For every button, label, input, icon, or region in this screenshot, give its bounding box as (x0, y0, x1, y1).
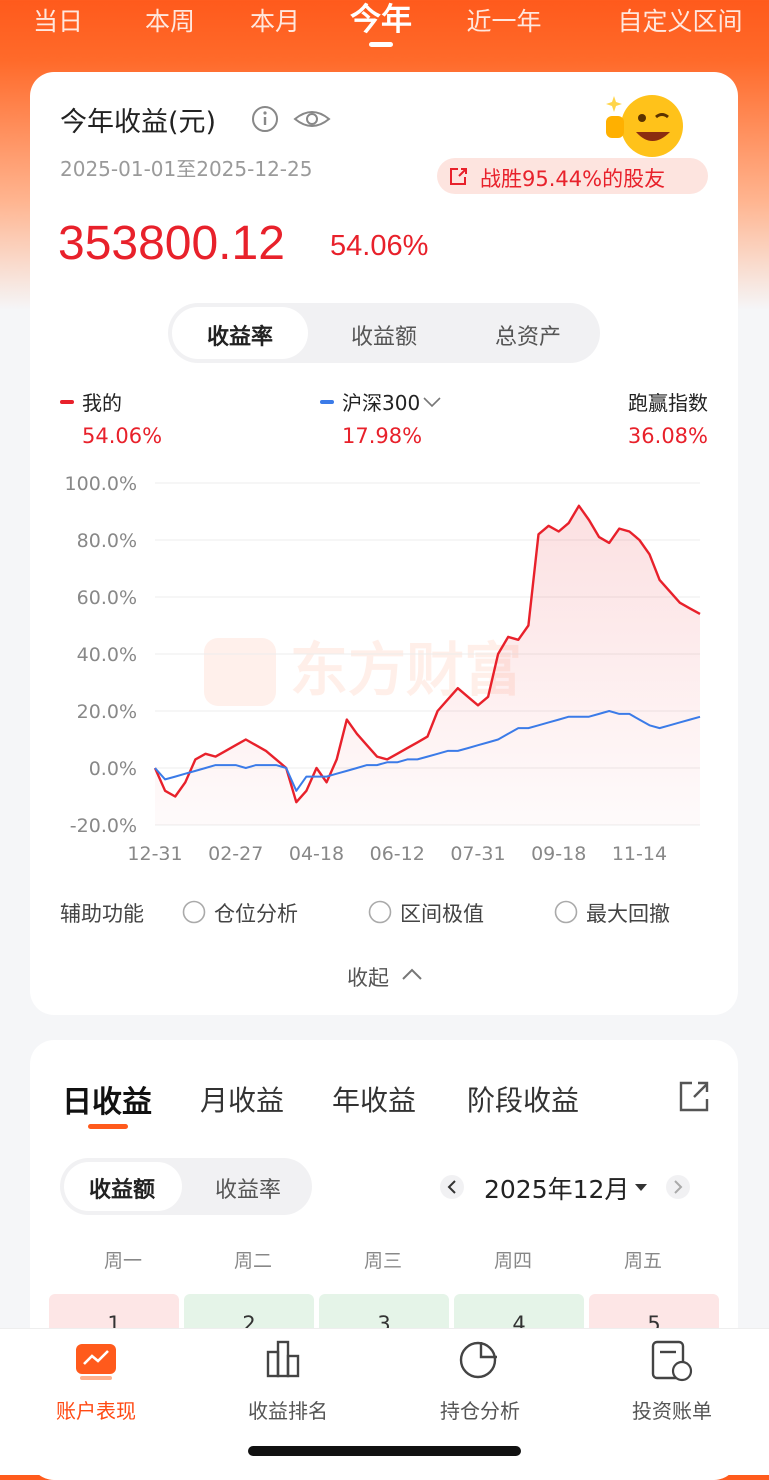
y-tick-label: 80.0% (77, 530, 137, 552)
month-nav-icons[interactable] (440, 1174, 700, 1200)
watermark: 东方财富 (290, 636, 522, 704)
weekday: 周五 (623, 1250, 663, 1272)
chart: 我的 54.06% 沪深300 17.98% 跑赢指数 36.08% 东方财富 -20.0% 0… (60, 391, 708, 860)
earnings-tab-active[interactable]: 日收益 (62, 1085, 152, 1120)
month[interactable]: 2025年12月 (484, 1175, 630, 1204)
x-tick-label: 11-14 (612, 843, 667, 860)
chart-mode[interactable]: 收益率 (206, 325, 274, 350)
legend-chevron (423, 397, 441, 408)
nav-item[interactable]: 投资账单 (632, 1399, 712, 1423)
y-tick-label: 0.0% (89, 758, 137, 780)
earnings-tab[interactable]: 阶段收益 (467, 1084, 580, 1117)
outperform-value: 36.08% (628, 424, 708, 448)
period-tab[interactable]: 自定义区间 (617, 7, 743, 36)
nav-item-active[interactable]: 账户表现 (56, 1399, 136, 1423)
tool-option[interactable]: 区间极值 (400, 902, 484, 926)
collapse-icon (402, 968, 422, 980)
chart-mode-switch (168, 303, 600, 363)
nav-item[interactable]: 持仓分析 (440, 1399, 520, 1423)
tools-label: 辅助功能 (60, 902, 144, 926)
y-tick-label: 100.0% (65, 473, 137, 495)
summary-title: 今年收益(元) (60, 107, 217, 138)
x-tick-label: 12-31 (127, 843, 182, 860)
x-tick-label: 09-18 (531, 843, 586, 860)
period-tab[interactable]: 本周 (144, 7, 196, 36)
nav-icons (76, 1340, 693, 1382)
line (153, 504, 701, 804)
watermark-logo (204, 638, 276, 706)
x-tick-label: 06-12 (370, 843, 425, 860)
period-tab[interactable]: 近一年 (466, 7, 542, 36)
y-tick-label: 40.0% (77, 644, 137, 666)
nav-item[interactable]: 收益排名 (248, 1399, 328, 1423)
legend-value: 54.06% (82, 424, 162, 448)
period-tab-active[interactable]: 今年 (350, 2, 412, 38)
y-tick-label: 60.0% (77, 587, 137, 609)
radio-icons (182, 900, 578, 924)
amount: 353800.12 (58, 217, 285, 270)
badge-text: 战胜95.44%的股友 (480, 167, 666, 191)
earnings-tab[interactable]: 年收益 (332, 1084, 417, 1117)
home-indicator (248, 1446, 521, 1456)
tab-indicator (88, 1124, 128, 1129)
earnings-mode[interactable]: 收益额 (88, 1178, 156, 1203)
weekday: 周一 (103, 1250, 143, 1272)
legend-swatch (60, 400, 74, 404)
earnings-mode[interactable]: 收益率 (214, 1178, 282, 1203)
emoji (606, 95, 683, 157)
legend-value: 17.98% (342, 424, 422, 448)
y-tick-label: -20.0% (70, 815, 137, 837)
x-tick-label: 02-27 (208, 843, 263, 860)
period-tab[interactable]: 本月 (249, 7, 301, 36)
legend-label: 我的 (82, 391, 122, 415)
period-tab[interactable]: 当日 (32, 7, 84, 36)
badge[interactable] (437, 158, 708, 194)
chart-mode[interactable]: 总资产 (494, 325, 562, 350)
legend-label: 沪深300 (342, 391, 420, 415)
badge-icon (450, 168, 467, 185)
x-tick-label: 07-31 (450, 843, 505, 860)
line (154, 710, 701, 792)
weekday: 周二 (233, 1250, 273, 1272)
x-tick-label: 04-18 (289, 843, 344, 860)
area (155, 505, 700, 825)
legend-swatch (320, 400, 334, 404)
tab-indicator (369, 42, 393, 47)
earnings-mode-switch (60, 1158, 312, 1215)
date-range: 2025-01-01至2025-12-25 (60, 157, 313, 181)
earnings-tab[interactable]: 月收益 (200, 1084, 285, 1117)
chart-mode[interactable]: 收益额 (350, 325, 418, 350)
tool-option[interactable]: 仓位分析 (214, 902, 298, 926)
y-tick-label: 20.0% (77, 701, 137, 723)
share-icon[interactable] (676, 1079, 712, 1115)
tool-option[interactable]: 最大回撤 (586, 902, 670, 926)
rate: 54.06% (330, 230, 429, 262)
outperform-label: 跑赢指数 (628, 391, 708, 415)
weekday: 周三 (363, 1250, 403, 1272)
title-icons[interactable] (250, 104, 340, 134)
collapse[interactable]: 收起 (347, 966, 389, 990)
weekday: 周四 (493, 1250, 533, 1272)
